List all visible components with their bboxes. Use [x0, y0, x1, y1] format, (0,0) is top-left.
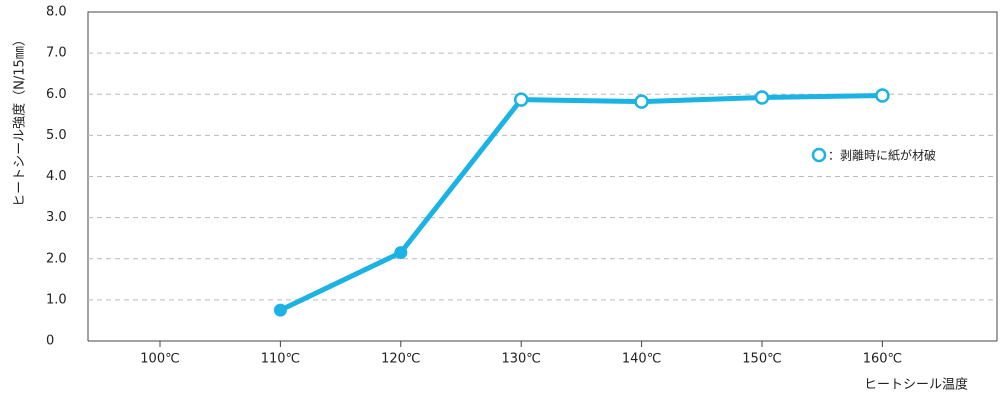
y-tick-label: 8.0 [46, 5, 67, 20]
x-axis-label: ヒートシール温度 [864, 377, 968, 393]
y-tick-label: 4.0 [46, 169, 67, 184]
x-tick-label: 140℃ [622, 352, 661, 367]
x-tick-label: 130℃ [501, 352, 540, 367]
hollow-marker [513, 92, 529, 107]
y-tick-label: 2.0 [46, 251, 67, 266]
hollow-marker [754, 90, 770, 105]
y-tick-label: 7.0 [46, 46, 67, 61]
y-tick-label: 1.0 [46, 292, 67, 307]
x-tick-label: 160℃ [863, 352, 902, 367]
x-tick-label: 120℃ [381, 352, 420, 367]
y-tick-label: 6.0 [46, 87, 67, 102]
x-tick-label: 150℃ [742, 352, 781, 367]
legend-marker [811, 147, 827, 163]
y-tick-label: 3.0 [46, 210, 67, 225]
marker [394, 246, 408, 260]
legend-label: ：剥離時に紙が材破 [828, 148, 936, 163]
x-tick-label: 100℃ [140, 352, 179, 367]
hollow-marker [634, 94, 649, 109]
y-tick-label: 0 [46, 334, 54, 349]
y-axis-label: ヒートシール強度（N/15㎜） [12, 33, 28, 207]
series-line [279, 92, 883, 313]
marker [273, 303, 287, 317]
y-tick-label: 5.0 [46, 128, 67, 143]
x-tick-label: 110℃ [261, 352, 300, 367]
hollow-marker [875, 88, 890, 103]
